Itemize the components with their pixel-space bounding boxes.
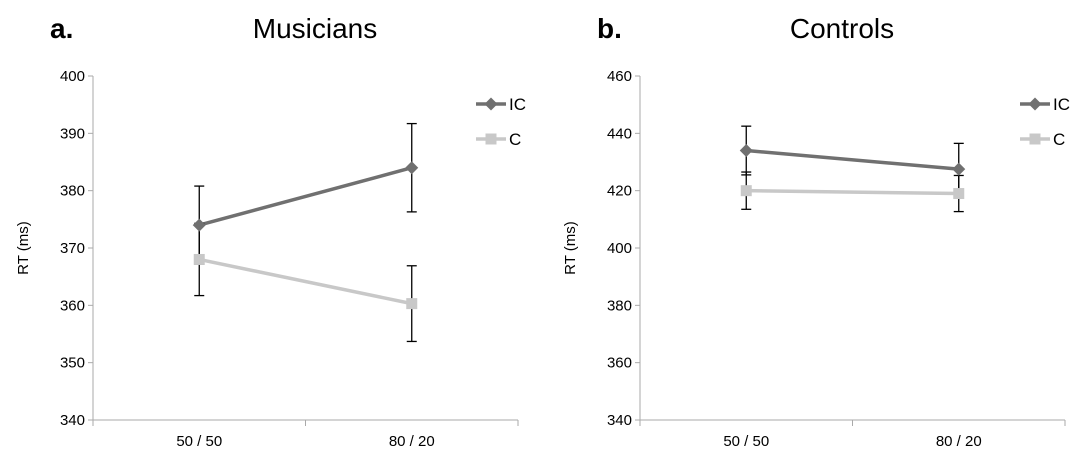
panel-b: b. Controls 340 360 380 400 420 440 460 50 / 50 80… xyxy=(562,13,1070,450)
data-point-c xyxy=(953,188,965,200)
y-tick-label: 460 xyxy=(607,68,632,85)
y-axis-label: RT (ms) xyxy=(562,221,579,275)
data-point-c xyxy=(406,298,418,310)
series-line-c xyxy=(198,257,413,306)
y-tick-label: 360 xyxy=(60,297,85,314)
legend-label-ic: IC xyxy=(509,95,526,114)
data-point-ic xyxy=(192,218,206,232)
data-point-ic xyxy=(405,161,419,175)
x-tick-label: 50 / 50 xyxy=(723,433,769,450)
x-tick-label: 80 / 20 xyxy=(389,433,435,450)
data-point-c xyxy=(193,253,205,265)
chart-title: Controls xyxy=(790,13,894,44)
data-point-ic xyxy=(739,144,753,158)
legend-label-ic: IC xyxy=(1053,95,1070,114)
legend-marker-ic xyxy=(484,97,498,111)
legend-marker-c xyxy=(485,133,497,145)
y-tick-label: 370 xyxy=(60,240,85,257)
y-tick-label: 340 xyxy=(60,412,85,429)
y-tick-label: 340 xyxy=(607,412,632,429)
data-point-c xyxy=(740,185,752,197)
panel-a: a. Musicians 340 350 360 370 380 390 400 50 / 50 8… xyxy=(15,13,526,450)
y-tick-label: 400 xyxy=(60,68,85,85)
x-tick-label: 80 / 20 xyxy=(936,433,982,450)
series-line-c xyxy=(746,188,959,196)
legend-marker-c xyxy=(1029,133,1041,145)
series-line-ic xyxy=(746,148,959,171)
y-axis-label: RT (ms) xyxy=(15,221,32,275)
y-tick-label: 420 xyxy=(607,183,632,200)
y-tick-label: 440 xyxy=(607,125,632,142)
series-line-ic xyxy=(198,166,413,227)
legend-label-c: C xyxy=(1053,130,1065,149)
y-tick-label: 400 xyxy=(607,240,632,257)
legend-marker-ic xyxy=(1028,97,1042,111)
panel-letter: b. xyxy=(597,13,622,44)
y-tick-label: 380 xyxy=(60,183,85,200)
panel-letter: a. xyxy=(50,13,73,44)
y-tick-label: 380 xyxy=(607,297,632,314)
data-point-ic xyxy=(952,162,966,176)
y-tick-label: 390 xyxy=(60,125,85,142)
legend-label-c: C xyxy=(509,130,521,149)
x-tick-label: 50 / 50 xyxy=(176,433,222,450)
y-tick-label: 360 xyxy=(607,355,632,372)
y-tick-label: 350 xyxy=(60,355,85,372)
chart-title: Musicians xyxy=(253,13,377,44)
